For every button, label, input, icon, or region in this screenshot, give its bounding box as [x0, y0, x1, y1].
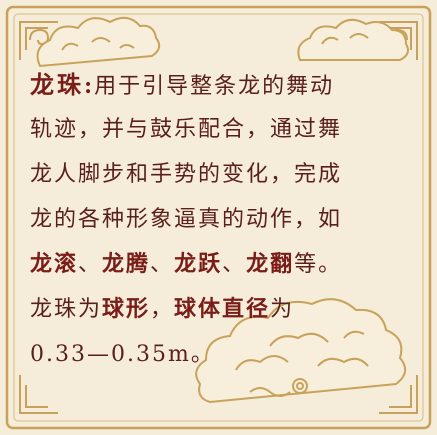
text-line: 龙珠:用于引导整条龙的舞动: [30, 62, 412, 107]
emphasis-text: 球体直径: [174, 296, 271, 322]
body-text: 龙珠为: [30, 297, 103, 322]
body-text: 、: [222, 252, 247, 277]
body-text: 0.33—0.35m。: [30, 342, 215, 367]
body-text: 为: [270, 297, 295, 322]
body-text: 、: [150, 252, 175, 277]
card-title: 龙珠: [30, 70, 84, 99]
description-text: 龙珠:用于引导整条龙的舞动 轨迹，并与鼓乐配合，通过舞 龙人脚步和手势的变化，完…: [30, 62, 412, 377]
title-colon: :: [84, 73, 95, 99]
text-line: 龙人脚步和手势的变化，完成: [30, 152, 412, 197]
emphasis-text: 球形: [102, 296, 151, 322]
text-line: 龙滚、龙腾、龙跃、龙翻等。: [30, 242, 412, 287]
body-text: 龙的各种形象逼真的动作，如: [30, 207, 343, 232]
body-text: 用于引导整条龙的舞动: [94, 74, 335, 99]
body-text: 等。: [294, 252, 343, 277]
body-text: ，: [150, 297, 175, 322]
emphasis-text: 龙翻: [246, 251, 295, 277]
cloud-ornament-icon: [36, 16, 161, 68]
text-line: 龙的各种形象逼真的动作，如: [30, 197, 412, 242]
emphasis-text: 龙腾: [102, 251, 151, 277]
corner-ornament-icon: [19, 375, 58, 414]
line-segments: 用于引导整条龙的舞动: [94, 74, 334, 99]
cloud-ornament-icon: [297, 18, 409, 61]
corner-ornament-icon: [19, 21, 58, 60]
emphasis-text: 龙滚: [30, 251, 79, 277]
emphasis-text: 龙跃: [174, 251, 223, 277]
body-text: 轨迹，并与鼓乐配合，通过舞: [30, 117, 343, 142]
text-line: 龙珠为球形，球体直径为: [30, 287, 412, 332]
text-line: 0.33—0.35m。: [30, 332, 412, 377]
text-line: 轨迹，并与鼓乐配合，通过舞: [30, 107, 412, 152]
body-text: 、: [78, 252, 103, 277]
cloud-ornament-icon: [195, 298, 407, 404]
body-text: 龙人脚步和手势的变化，完成: [30, 162, 343, 187]
corner-ornament-icon: [379, 375, 418, 414]
